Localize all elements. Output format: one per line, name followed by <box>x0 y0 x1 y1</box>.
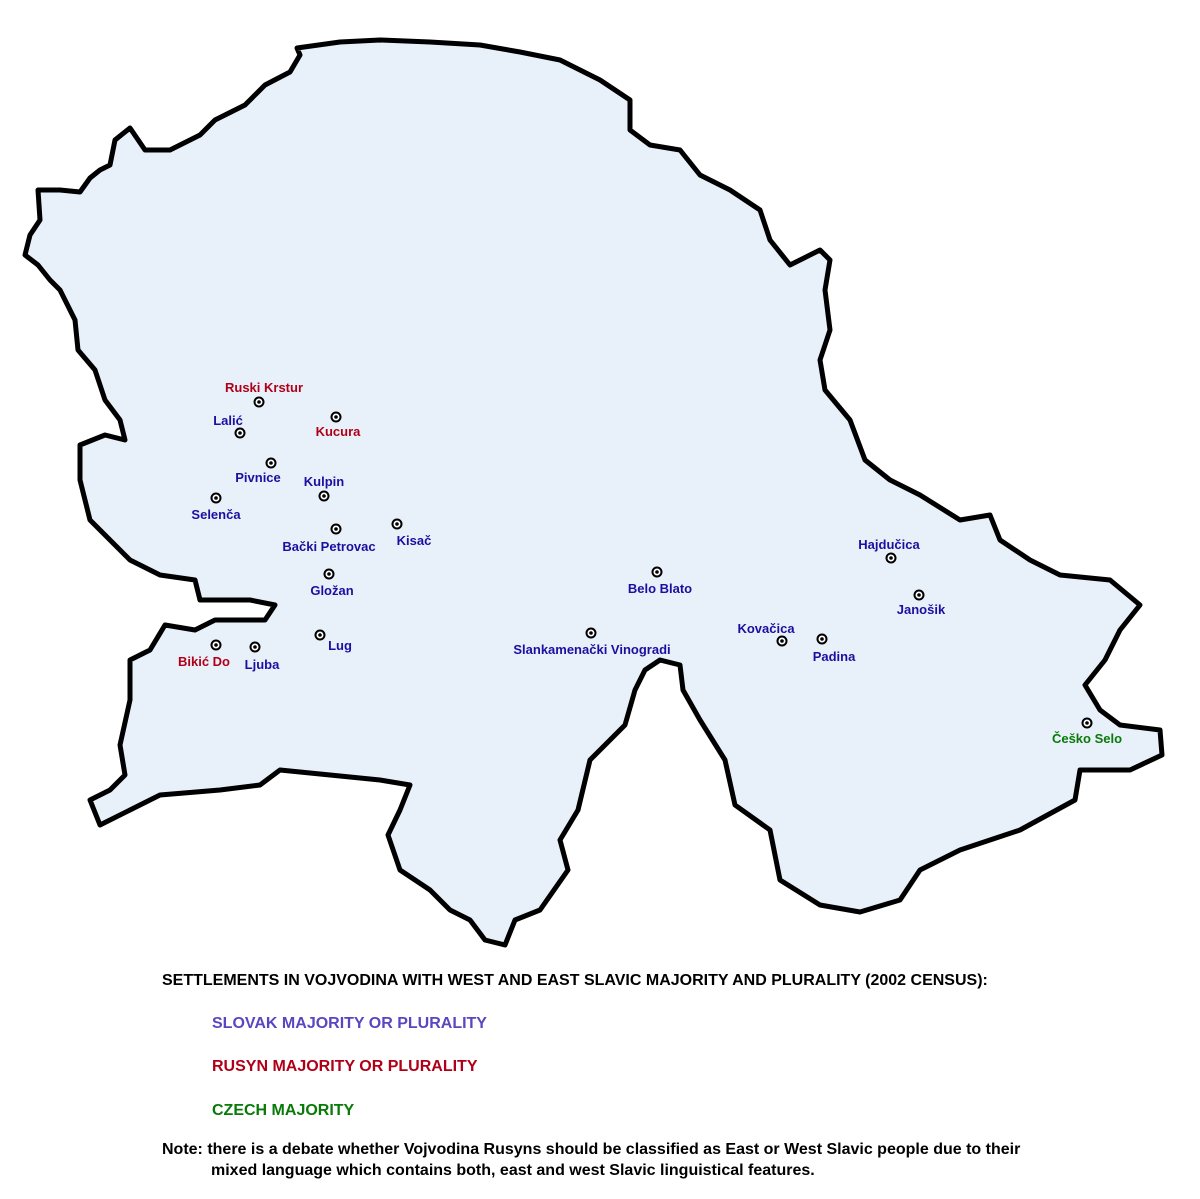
settlement: Bikić Do <box>178 639 230 669</box>
legend-slovak: SLOVAK MAJORITY OR PLURALITY <box>212 1015 487 1032</box>
settlement: Padina <box>813 633 856 664</box>
settlement: Češko Selo <box>1052 717 1122 746</box>
settlement-marker-center <box>214 496 218 500</box>
settlement: Selenča <box>191 492 241 522</box>
settlement-label: Bački Petrovac <box>282 539 375 554</box>
settlement-marker-center <box>334 527 338 531</box>
settlement-label: Češko Selo <box>1052 731 1122 746</box>
settlement: Pivnice <box>235 457 281 485</box>
settlement: Kovačica <box>737 621 795 647</box>
settlement-label: Lalić <box>213 413 243 428</box>
settlement-marker-center <box>820 637 824 641</box>
settlement-label: Kucura <box>316 424 362 439</box>
settlement-label: Lug <box>328 638 352 653</box>
settlement-marker-center <box>322 494 326 498</box>
settlement: Ruski Krstur <box>225 380 303 408</box>
vojvodina-map: Ruski Krstur Lalić Kucura Pivnice Kulpin Sele… <box>22 37 1165 948</box>
settlement-marker-center <box>334 415 338 419</box>
settlement-label: Janošik <box>897 602 946 617</box>
note-line-2: mixed language which contains both, east… <box>211 1162 815 1179</box>
settlement-label: Padina <box>813 649 856 664</box>
settlement-marker-center <box>889 556 893 560</box>
settlement-label: Pivnice <box>235 470 281 485</box>
settlement-marker-center <box>589 631 593 635</box>
settlements: Ruski Krstur Lalić Kucura Pivnice Kulpin Sele… <box>178 380 1122 746</box>
settlement-label: Ruski Krstur <box>225 380 303 395</box>
settlement-marker-center <box>257 400 261 404</box>
settlement-marker-center <box>655 570 659 574</box>
settlement: Kisač <box>391 518 432 548</box>
settlement: Gložan <box>310 568 354 598</box>
settlement-marker-center <box>269 461 273 465</box>
note: Note: there is a debate whether Vojvodin… <box>162 1139 1020 1181</box>
settlement-marker-center <box>318 633 322 637</box>
settlement-marker-center <box>1085 721 1089 725</box>
settlement-label: Selenča <box>191 507 241 522</box>
settlement: Hajdučica <box>858 537 920 564</box>
note-line-1: Note: there is a debate whether Vojvodin… <box>162 1141 1021 1158</box>
settlement-marker-center <box>780 639 784 643</box>
settlement-marker-center <box>238 431 242 435</box>
settlement: Ljuba <box>245 641 280 672</box>
settlement-marker-center <box>253 645 257 649</box>
settlement-label: Gložan <box>310 583 353 598</box>
settlement-marker-center <box>395 522 399 526</box>
vojvodina-border <box>22 37 1165 948</box>
settlement-label: Kisač <box>397 533 432 548</box>
settlement-label: Kulpin <box>304 474 344 489</box>
settlement: Kucura <box>316 411 362 439</box>
settlement-marker-center <box>214 643 218 647</box>
settlement-label: Hajdučica <box>858 537 920 552</box>
settlement-label: Ljuba <box>245 657 280 672</box>
settlement: Slankamenački Vinogradi <box>513 627 671 657</box>
settlement-marker-center <box>327 572 331 576</box>
legend-czech: CZECH MAJORITY <box>212 1102 355 1119</box>
settlement: Bački Petrovac <box>282 523 376 554</box>
settlement: Lalić <box>213 413 246 439</box>
settlement: Lug <box>314 629 352 653</box>
settlement: Kulpin <box>304 474 344 502</box>
legend-rusyn: RUSYN MAJORITY OR PLURALITY <box>212 1058 478 1075</box>
settlement-label: Slankamenački Vinogradi <box>513 642 670 657</box>
settlement-label: Belo Blato <box>628 581 692 596</box>
settlement: Belo Blato <box>628 566 692 596</box>
settlement-label: Kovačica <box>737 621 795 636</box>
settlement-label: Bikić Do <box>178 654 230 669</box>
settlement-marker-center <box>917 593 921 597</box>
legend-title: SETTLEMENTS IN VOJVODINA WITH WEST AND E… <box>162 972 988 989</box>
settlement: Janošik <box>897 589 946 617</box>
